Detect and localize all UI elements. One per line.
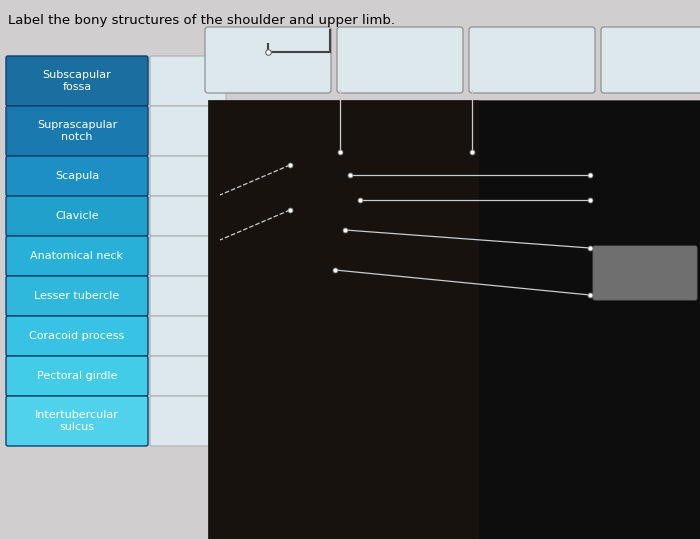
Text: Clavicle: Clavicle: [55, 211, 99, 221]
FancyBboxPatch shape: [150, 196, 226, 236]
FancyBboxPatch shape: [150, 396, 226, 446]
FancyBboxPatch shape: [6, 236, 148, 276]
FancyBboxPatch shape: [593, 246, 697, 300]
FancyBboxPatch shape: [6, 56, 148, 106]
FancyBboxPatch shape: [601, 27, 700, 93]
FancyBboxPatch shape: [150, 356, 226, 396]
Text: Scapula: Scapula: [55, 171, 99, 181]
FancyBboxPatch shape: [150, 316, 226, 356]
FancyBboxPatch shape: [150, 106, 226, 156]
Text: Lesser tubercle: Lesser tubercle: [34, 291, 120, 301]
Text: Anatomical neck: Anatomical neck: [31, 251, 123, 261]
FancyBboxPatch shape: [6, 356, 148, 396]
FancyBboxPatch shape: [469, 27, 595, 93]
FancyBboxPatch shape: [150, 276, 226, 316]
FancyBboxPatch shape: [150, 236, 226, 276]
Text: Label the bony structures of the shoulder and upper limb.: Label the bony structures of the shoulde…: [8, 14, 395, 27]
FancyBboxPatch shape: [205, 27, 331, 93]
Bar: [208, 100, 479, 539]
FancyBboxPatch shape: [6, 196, 148, 236]
Text: Intertubercular
sulcus: Intertubercular sulcus: [35, 410, 119, 432]
FancyBboxPatch shape: [337, 27, 463, 93]
Bar: [208, 100, 700, 539]
FancyBboxPatch shape: [150, 156, 226, 196]
FancyBboxPatch shape: [6, 156, 148, 196]
Text: Pectoral girdle: Pectoral girdle: [37, 371, 117, 381]
FancyBboxPatch shape: [6, 106, 148, 156]
Text: Coracoid process: Coracoid process: [29, 331, 125, 341]
FancyBboxPatch shape: [150, 56, 226, 106]
FancyBboxPatch shape: [6, 316, 148, 356]
FancyBboxPatch shape: [6, 396, 148, 446]
Text: Subscapular
fossa: Subscapular fossa: [43, 70, 111, 92]
Text: Suprascapular
notch: Suprascapular notch: [37, 120, 117, 142]
FancyBboxPatch shape: [6, 276, 148, 316]
